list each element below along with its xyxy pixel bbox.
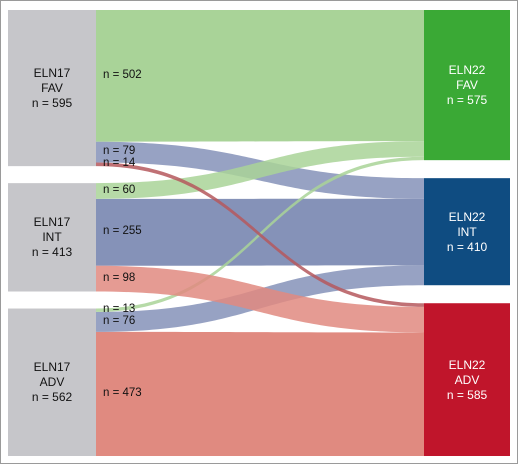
right-node-fav-label: ELN22 FAV n = 575 <box>446 63 488 108</box>
left-node-adv <box>8 308 96 456</box>
flow-fav-to-fav <box>96 10 424 142</box>
right-node-adv-label: ELN22 ADV n = 585 <box>446 357 488 402</box>
flow-label-int-fav: n = 60 <box>103 184 136 196</box>
flow-label-fav-adv: n = 14 <box>103 157 136 170</box>
flow-label-int-adv: n = 98 <box>103 271 136 284</box>
flow-label-adv-adv: n = 473 <box>103 386 142 399</box>
flow-int-to-int <box>96 198 424 266</box>
flow-label-fav-int: n = 79 <box>103 145 136 158</box>
left-node-int <box>8 183 96 292</box>
flow-fav-to-adv <box>96 162 424 307</box>
left-node-fav <box>8 10 96 167</box>
flow-label-int-int: n = 255 <box>103 225 142 238</box>
left-node-fav-label: ELN17 FAV n = 595 <box>31 66 73 111</box>
flow-int-to-adv <box>96 265 424 333</box>
flow-label-adv-int: n = 76 <box>103 314 136 327</box>
flow-adv-to-adv <box>96 331 424 456</box>
flow-label-fav-fav: n = 502 <box>103 68 142 81</box>
left-node-adv-label: ELN17 ADV n = 562 <box>31 360 73 405</box>
right-node-int-label: ELN22 INT n = 410 <box>446 209 488 254</box>
left-node-int-label: ELN17 INT n = 413 <box>31 215 73 260</box>
right-node-adv <box>424 303 510 456</box>
flow-label-adv-fav: n = 13 <box>103 303 136 316</box>
right-node-fav <box>424 10 510 161</box>
flow-int-to-fav <box>96 141 424 199</box>
right-node-int <box>424 178 510 286</box>
